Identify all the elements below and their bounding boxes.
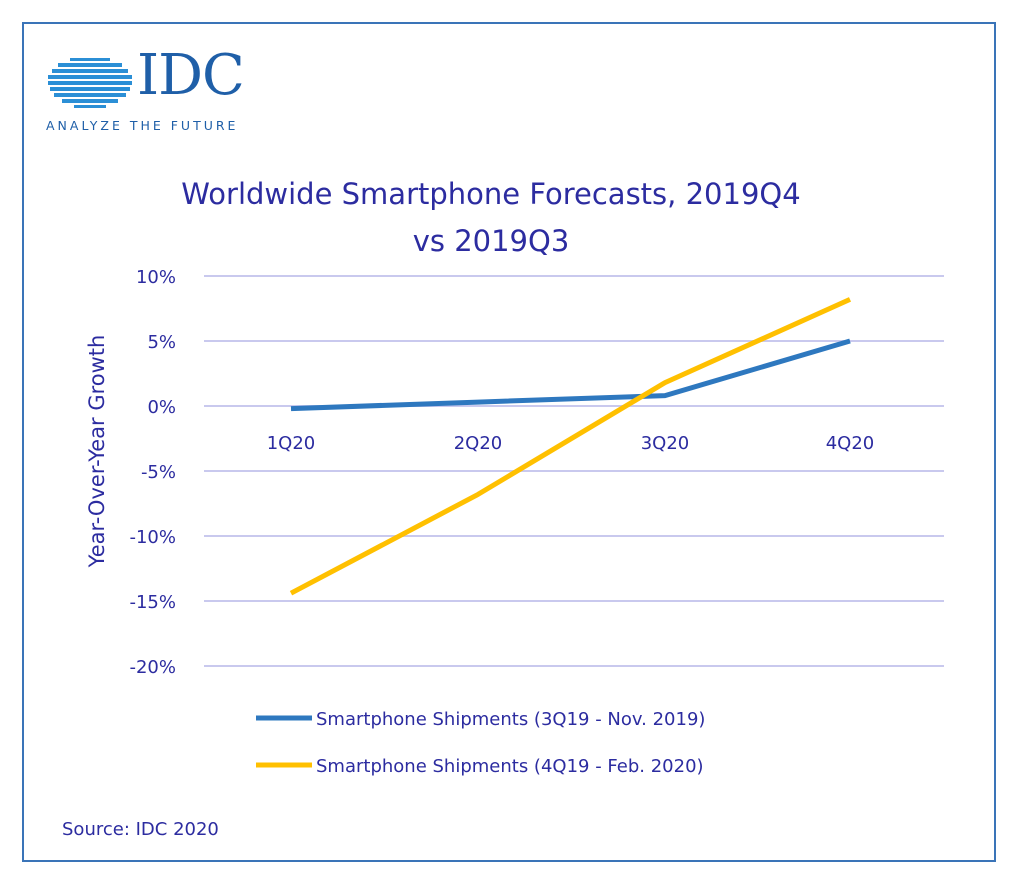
x-tick-label: 4Q20 — [826, 433, 875, 454]
chart-title-line-2: vs 2019Q3 — [412, 224, 570, 258]
y-axis-label: Year-Over-Year Growth — [85, 335, 109, 569]
x-tick-label: 1Q20 — [267, 433, 316, 454]
legend-label-1: Smartphone Shipments (3Q19 - Nov. 2019) — [316, 709, 705, 730]
idc-logo: IDC ANALYZE THE FUTURE — [44, 42, 264, 134]
source-note: Source: IDC 2020 — [62, 819, 219, 840]
y-tick-label: -15% — [129, 592, 176, 613]
y-tick-label: 5% — [147, 332, 176, 353]
logo-wordmark: IDC — [137, 43, 245, 108]
logo-tagline: ANALYZE THE FUTURE — [46, 118, 239, 133]
y-tick-label: 10% — [136, 267, 176, 288]
y-tick-label: -20% — [129, 657, 176, 678]
x-tick-label: 3Q20 — [641, 433, 690, 454]
globe-logo-icon — [48, 58, 132, 108]
chart-frame: IDC ANALYZE THE FUTURE Worldwide Smartph… — [22, 22, 996, 862]
y-tick-label: -10% — [129, 527, 176, 548]
x-tick-label: 2Q20 — [454, 433, 503, 454]
chart-title-line-1: Worldwide Smartphone Forecasts, 2019Q4 — [181, 177, 801, 211]
y-tick-label: -5% — [141, 462, 176, 483]
line-chart: 10% 5% 0% -5% -10% -15% -20% 1Q20 2Q20 3Q20 4Q20 Ye… — [85, 267, 944, 777]
y-tick-label: 0% — [147, 397, 176, 418]
series-line-1 — [290, 338, 851, 412]
legend-label-2: Smartphone Shipments (4Q19 - Feb. 2020) — [316, 756, 704, 777]
series-line-2 — [289, 297, 852, 596]
